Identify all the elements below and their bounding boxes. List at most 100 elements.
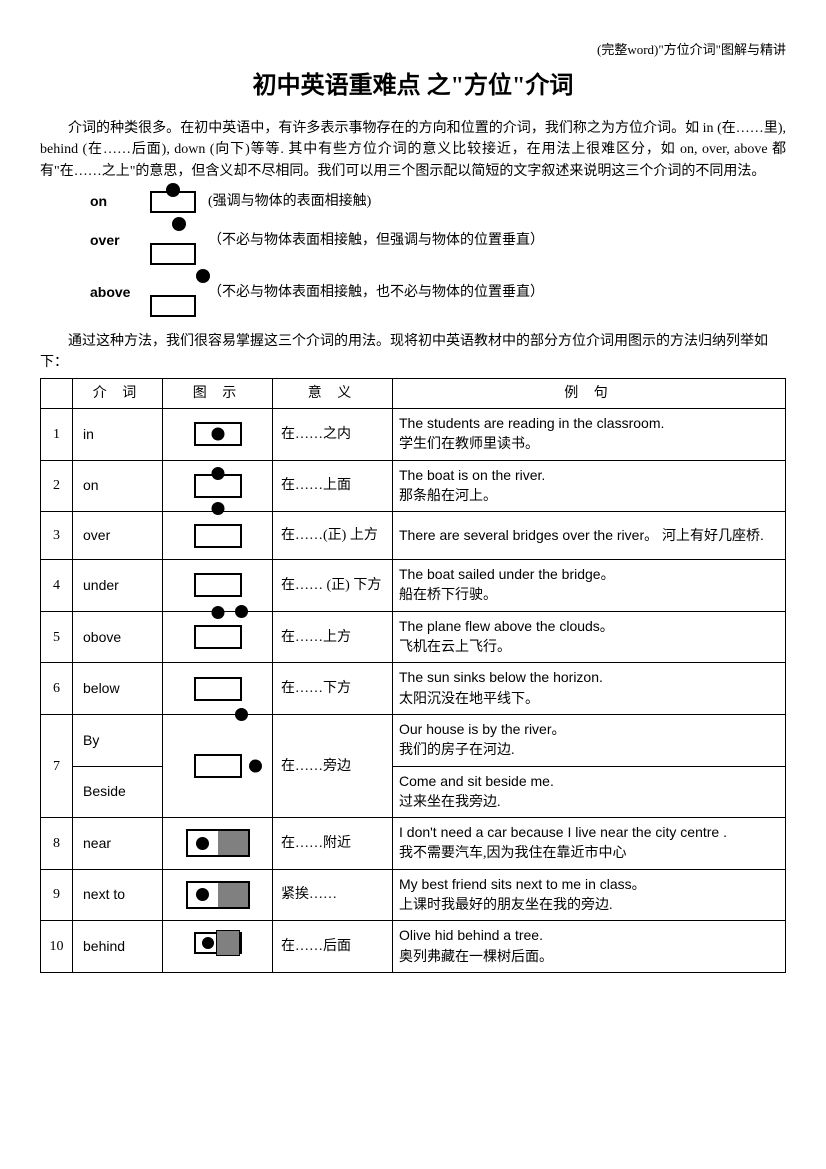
example-en: My best friend sits next to me in class。 [399, 876, 646, 892]
th-prep: 介 词 [73, 378, 163, 408]
legend-on-desc: (强调与物体的表面相接触) [208, 191, 371, 212]
cell-prep: near [73, 818, 163, 870]
cell-prep: behind [73, 921, 163, 973]
legend-above-label: above [90, 282, 150, 303]
cell-num: 8 [41, 818, 73, 870]
table-row: Beside Come and sit beside me. 过来坐在我旁边. [41, 766, 786, 818]
cell-example: The sun sinks below the horizon. 太阳沉没在地平… [393, 663, 786, 715]
th-meaning: 意 义 [273, 378, 393, 408]
cell-icon-under [163, 560, 273, 612]
para2: 通过这种方法，我们很容易掌握这三个介词的用法。现将初中英语教材中的部分方位介词用… [40, 331, 786, 374]
example-zh: 学生们在教师里读书。 [399, 437, 539, 452]
cell-prep: over [73, 512, 163, 560]
cell-num: 6 [41, 663, 73, 715]
cell-example: There are several bridges over the river… [393, 512, 786, 560]
cell-meaning: 在……上方 [273, 611, 393, 663]
cell-prep: By [73, 714, 163, 766]
cell-meaning: 在……后面 [273, 921, 393, 973]
example-en: The sun sinks below the horizon. [399, 669, 603, 685]
example-zh: 那条船在河上。 [399, 489, 497, 504]
example-en: Olive hid behind a tree. [399, 927, 543, 943]
cell-example: I don't need a car because I live near t… [393, 818, 786, 870]
legend-over: over （不必与物体表面相接触，但强调与物体的位置垂直） [90, 217, 786, 265]
table-row: 4 under 在…… (正) 下方 The boat sailed under… [41, 560, 786, 612]
cell-meaning: 在…… (正) 下方 [273, 560, 393, 612]
table-row: 8 near 在……附近 I don't need a car because … [41, 818, 786, 870]
cell-prep: under [73, 560, 163, 612]
cell-example: The boat is on the river. 那条船在河上。 [393, 460, 786, 512]
cell-example: The boat sailed under the bridge。 船在桥下行驶… [393, 560, 786, 612]
cell-num: 10 [41, 921, 73, 973]
example-en: The students are reading in the classroo… [399, 415, 664, 431]
table-row: 5 obove 在……上方 The plane flew above the c… [41, 611, 786, 663]
cell-icon-nextto [163, 869, 273, 921]
example-zh: 上课时我最好的朋友坐在我的旁边. [399, 898, 613, 913]
cell-num: 3 [41, 512, 73, 560]
table-row: 7 By 在……旁边 Our house is by the river。 我们… [41, 714, 786, 766]
preposition-table: 介 词 图 示 意 义 例 句 1 in 在……之内 The students … [40, 378, 786, 973]
legend-on: on (强调与物体的表面相接触) [90, 191, 786, 213]
cell-num: 5 [41, 611, 73, 663]
legend-above-dot [196, 269, 210, 283]
cell-example: Our house is by the river。 我们的房子在河边. [393, 714, 786, 766]
cell-meaning: 在……旁边 [273, 714, 393, 817]
cell-prep: in [73, 408, 163, 460]
example-en: I don't need a car because I live near t… [399, 824, 727, 840]
legend-over-dot [172, 217, 186, 231]
example-zh: 太阳沉没在地平线下。 [399, 692, 539, 707]
th-example: 例 句 [393, 378, 786, 408]
table-row: 10 behind 在……后面 Olive hid behind a tree.… [41, 921, 786, 973]
example-zh: 我们的房子在河边. [399, 743, 515, 758]
legend-on-label: on [90, 191, 150, 212]
legend-over-desc: （不必与物体表面相接触，但强调与物体的位置垂直） [208, 230, 544, 251]
cell-icon-behind [163, 921, 273, 973]
cell-example: Come and sit beside me. 过来坐在我旁边. [393, 766, 786, 818]
example-zh: 奥列弗藏在一棵树后面。 [399, 950, 553, 965]
cell-prep: below [73, 663, 163, 715]
example-zh: 我不需要汽车,因为我住在靠近市中心 [399, 846, 627, 861]
intro-paragraph: 介词的种类很多。在初中英语中，有许多表示事物存在的方向和位置的介词，我们称之为方… [40, 118, 786, 183]
example-en: There are several bridges over the river… [399, 527, 764, 543]
cell-num: 7 [41, 714, 73, 817]
cell-prep: Beside [73, 766, 163, 818]
example-en: The plane flew above the clouds。 [399, 618, 614, 634]
example-zh: 过来坐在我旁边. [399, 795, 501, 810]
cell-example: My best friend sits next to me in class。… [393, 869, 786, 921]
cell-icon-in [163, 408, 273, 460]
page-title: 初中英语重难点 之"方位"介词 [40, 68, 786, 104]
cell-num: 4 [41, 560, 73, 612]
table-row: 6 below 在……下方 The sun sinks below the ho… [41, 663, 786, 715]
example-en: The boat sailed under the bridge。 [399, 566, 615, 582]
legend-above-icon [150, 295, 196, 317]
legend-above: above （不必与物体表面相接触，也不必与物体的位置垂直） [90, 269, 786, 317]
legend-over-label: over [90, 230, 150, 251]
table-row: 9 next to 紧挨…… My best friend sits next … [41, 869, 786, 921]
cell-prep: next to [73, 869, 163, 921]
cell-icon-over [163, 512, 273, 560]
table-row: 3 over 在……(正) 上方 There are several bridg… [41, 512, 786, 560]
cell-icon-below [163, 663, 273, 715]
cell-meaning: 在……下方 [273, 663, 393, 715]
cell-num: 1 [41, 408, 73, 460]
legend-on-icon [150, 191, 196, 213]
example-en: The boat is on the river. [399, 467, 545, 483]
header-note: (完整word)"方位介词"图解与精讲 [40, 40, 786, 60]
cell-icon-beside [163, 714, 273, 817]
th-icon: 图 示 [163, 378, 273, 408]
cell-meaning: 在……上面 [273, 460, 393, 512]
example-en: Our house is by the river。 [399, 721, 566, 737]
cell-prep: on [73, 460, 163, 512]
cell-meaning: 紧挨…… [273, 869, 393, 921]
cell-num: 2 [41, 460, 73, 512]
cell-example: The plane flew above the clouds。 飞机在云上飞行… [393, 611, 786, 663]
cell-icon-near [163, 818, 273, 870]
example-zh: 飞机在云上飞行。 [399, 640, 511, 655]
cell-example: The students are reading in the classroo… [393, 408, 786, 460]
cell-meaning: 在……(正) 上方 [273, 512, 393, 560]
cell-num: 9 [41, 869, 73, 921]
legend-over-icon [150, 243, 196, 265]
cell-meaning: 在……附近 [273, 818, 393, 870]
table-row: 2 on 在……上面 The boat is on the river. 那条船… [41, 460, 786, 512]
example-zh: 船在桥下行驶。 [399, 588, 497, 603]
table-row: 1 in 在……之内 The students are reading in t… [41, 408, 786, 460]
